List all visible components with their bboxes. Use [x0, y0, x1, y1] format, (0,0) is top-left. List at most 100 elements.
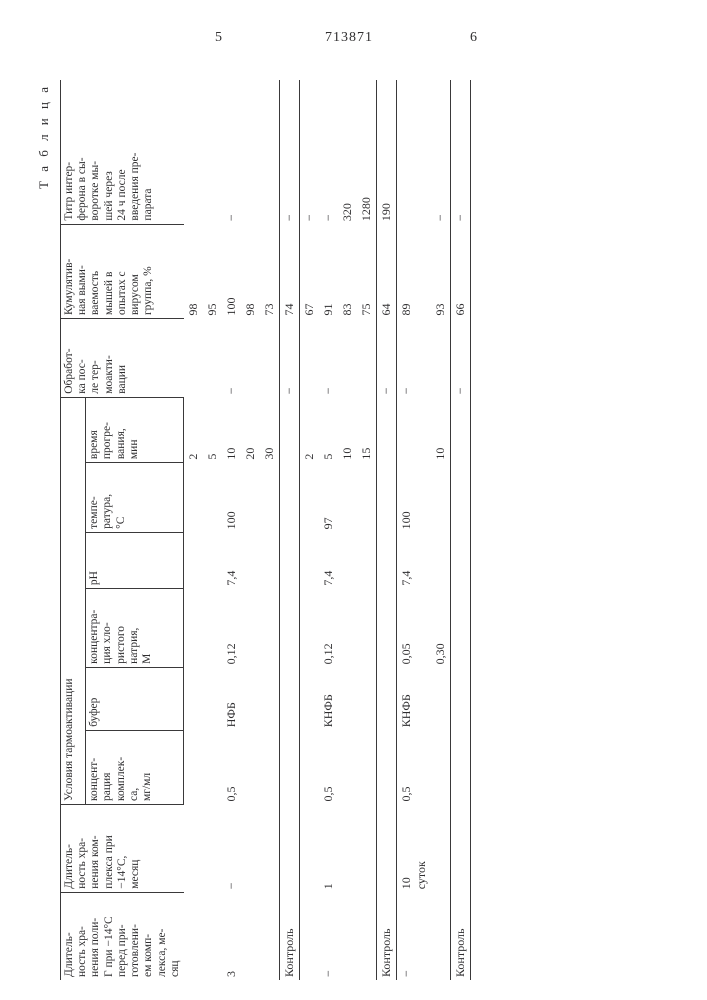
table-cell — [377, 730, 397, 804]
table-cell — [300, 667, 319, 730]
table-cell: 1 — [319, 805, 338, 893]
table-cell — [357, 589, 377, 668]
table-cell: 320 — [338, 80, 357, 224]
table-cell — [300, 463, 319, 533]
table-cell — [184, 463, 204, 533]
th-col4: буфер — [86, 667, 184, 730]
table-cell — [280, 667, 300, 730]
table-cell: 20 — [241, 397, 260, 462]
table-row: 595 — [203, 80, 222, 980]
page: 5 713871 6 Т а б л и ц а Длитель-ность х… — [0, 0, 707, 1000]
data-table: Длитель-ность хра-нения поли-Г при −14°С… — [60, 80, 471, 980]
table-cell — [260, 589, 280, 668]
table-cell: 67 — [300, 224, 319, 318]
table-cell — [184, 730, 204, 804]
table-container: Т а б л и ц а Длитель-ность хра-нения по… — [60, 80, 620, 980]
rotated-table: Т а б л и ц а Длитель-ность хра-нения по… — [60, 80, 620, 980]
table-cell: − — [222, 805, 241, 893]
table-cell — [397, 80, 431, 224]
table-cell: 89 — [397, 224, 431, 318]
th-col4-text: буфер — [88, 698, 100, 727]
table-cell: 190 — [377, 80, 397, 224]
table-cell: Контроль — [451, 892, 471, 980]
table-cell: НФБ — [222, 667, 241, 730]
table-cell — [241, 589, 260, 668]
table-row: 15751280 — [357, 80, 377, 980]
table-cell — [431, 730, 451, 804]
table-cell — [338, 667, 357, 730]
table-cell: 2 — [300, 397, 319, 462]
table-cell — [338, 463, 357, 533]
table-cell — [451, 805, 471, 893]
table-cell — [203, 589, 222, 668]
table-cell: − — [431, 80, 451, 224]
th-col5: концентра-ция хло-ристогонатрия,М — [86, 589, 184, 668]
table-cell — [241, 532, 260, 588]
table-cell — [241, 463, 260, 533]
th-col2: Длитель-ность хра-нения ком-плекса при−1… — [61, 805, 184, 893]
table-cell: 74 — [280, 224, 300, 318]
th-col10: Кумулятив-ная выми-ваемостьмышей вопытах… — [61, 224, 184, 318]
table-cell: Контроль — [280, 892, 300, 980]
table-cell: 98 — [241, 224, 260, 318]
table-cell — [357, 805, 377, 893]
table-cell: 10 — [338, 397, 357, 462]
table-caption: Т а б л и ц а — [36, 84, 52, 189]
table-cell — [451, 730, 471, 804]
table-cell: 0,30 — [431, 589, 451, 668]
table-cell — [338, 589, 357, 668]
table-cell: 64 — [377, 224, 397, 318]
th-col11-text: Титр интер-ферона в сы-воротке мы-шей че… — [63, 153, 154, 221]
th-col6: pH — [86, 532, 184, 588]
table-cell: 30 — [260, 397, 280, 462]
table-cell: − — [280, 319, 300, 398]
table-cell: 10суток — [397, 805, 431, 893]
table-cell: 75 — [357, 224, 377, 318]
table-row: 298 — [184, 80, 204, 980]
table-cell — [241, 667, 260, 730]
table-row: 3−0,5НФБ0,127,410010−100− — [222, 80, 241, 980]
table-cell: 0,05 — [397, 589, 431, 668]
table-cell — [300, 532, 319, 588]
table-row: 2098 — [241, 80, 260, 980]
table-cell: 15 — [357, 397, 377, 462]
document-id: 713871 — [325, 30, 373, 46]
table-cell — [377, 589, 397, 668]
table-cell: − — [319, 80, 338, 224]
table-cell — [431, 463, 451, 533]
table-cell — [357, 532, 377, 588]
th-col11: Титр интер-ферона в сы-воротке мы-шей че… — [61, 80, 184, 224]
table-cell: − — [319, 319, 338, 398]
table-cell: 7,4 — [222, 532, 241, 588]
table-cell: − — [397, 892, 431, 980]
table-cell — [431, 667, 451, 730]
table-cell: 0,5 — [222, 730, 241, 804]
table-row: 3073 — [260, 80, 280, 980]
th-col1-text: Длитель-ность хра-нения поли-Г при −14°С… — [63, 916, 181, 977]
table-cell — [203, 319, 222, 398]
table-cell — [184, 589, 204, 668]
control-row: Контроль−64190 — [377, 80, 397, 980]
table-cell — [357, 892, 377, 980]
th-col6-text: pH — [88, 571, 100, 585]
table-cell: 7,4 — [319, 532, 338, 588]
table-cell: 100 — [397, 463, 431, 533]
table-cell: 0,12 — [319, 589, 338, 668]
table-cell: − — [222, 319, 241, 398]
table-cell — [241, 80, 260, 224]
table-cell: − — [451, 80, 471, 224]
table-cell — [451, 397, 471, 462]
table-cell — [184, 805, 204, 893]
table-cell — [260, 532, 280, 588]
table-cell: 3 — [222, 892, 241, 980]
table-cell — [260, 805, 280, 893]
table-cell — [338, 730, 357, 804]
table-cell — [260, 892, 280, 980]
table-cell — [338, 892, 357, 980]
table-cell — [338, 805, 357, 893]
control-row: Контроль−74− — [280, 80, 300, 980]
table-row: 0,301093− — [431, 80, 451, 980]
table-cell — [338, 532, 357, 588]
table-cell — [357, 730, 377, 804]
control-row: Контроль−66− — [451, 80, 471, 980]
